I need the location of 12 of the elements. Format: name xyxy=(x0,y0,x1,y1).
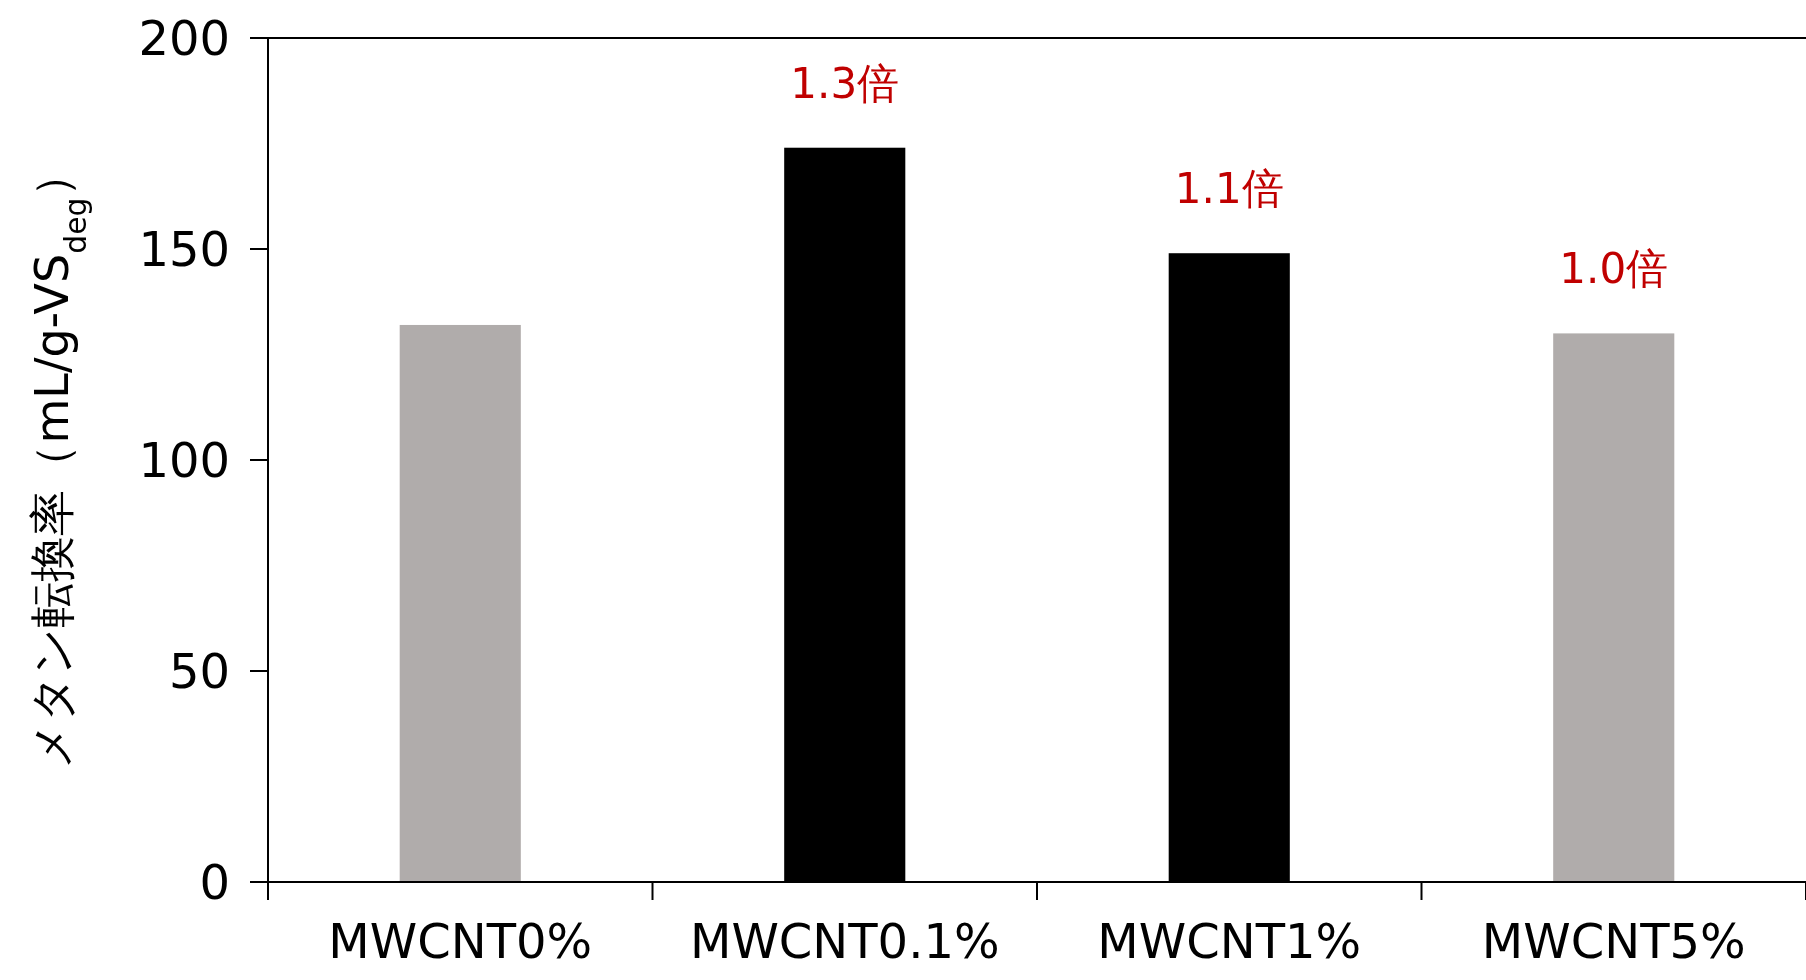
y-tick-label: 0 xyxy=(199,854,230,910)
y-tick-label: 100 xyxy=(138,432,230,488)
annotation: 1.0倍 xyxy=(1559,244,1669,294)
y-tick-label: 150 xyxy=(138,221,230,277)
x-tick-label: MWCNT5% xyxy=(1481,913,1746,969)
annotation: 1.3倍 xyxy=(790,58,900,108)
y-tick-label: 50 xyxy=(168,643,230,699)
y-tick-label: 200 xyxy=(138,10,230,66)
x-tick-label: MWCNT1% xyxy=(1097,913,1362,969)
x-tick-label: MWCNT0.1% xyxy=(689,913,1000,969)
annotation: 1.1倍 xyxy=(1174,164,1284,214)
x-tick-label: MWCNT0% xyxy=(328,913,593,969)
